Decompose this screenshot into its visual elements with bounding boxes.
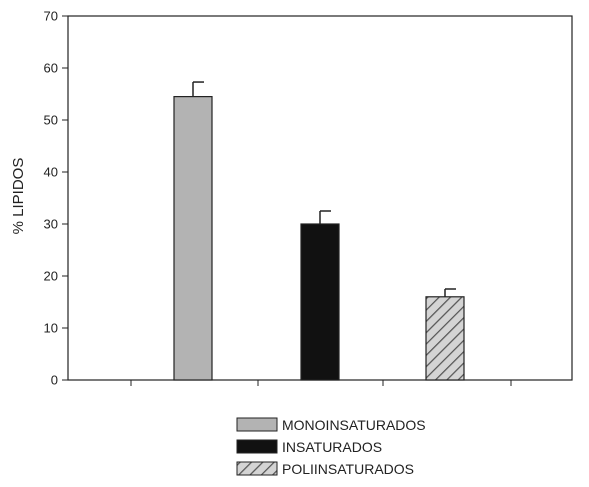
y-tick-label: 60 bbox=[44, 61, 58, 76]
y-tick-label: 0 bbox=[51, 373, 58, 388]
y-axis-title: % LIPIDOS bbox=[10, 158, 27, 235]
y-axis: 0 10 20 30 40 50 60 70 bbox=[44, 9, 68, 388]
legend-swatch bbox=[236, 417, 278, 432]
legend: MONOINSATURADOS INSATURADOS POLIINSATURADO… bbox=[236, 417, 426, 477]
bars-group bbox=[173, 95, 465, 381]
legend-swatch bbox=[236, 461, 278, 476]
y-tick-label: 50 bbox=[44, 113, 58, 128]
bar-insaturados bbox=[300, 223, 340, 381]
y-tick-label: 10 bbox=[44, 321, 58, 336]
legend-label: MONOINSATURADOS bbox=[282, 417, 426, 433]
y-tick-label: 70 bbox=[44, 9, 58, 24]
legend-swatch bbox=[236, 439, 278, 454]
y-tick-label: 20 bbox=[44, 269, 58, 284]
legend-label: INSATURADOS bbox=[282, 439, 382, 455]
y-tick-label: 40 bbox=[44, 165, 58, 180]
bar-monoinsaturados bbox=[173, 95, 213, 381]
error-bars-group bbox=[192, 81, 456, 297]
bar-poliinsaturados bbox=[425, 296, 465, 381]
y-tick-label: 30 bbox=[44, 217, 58, 232]
legend-label: POLIINSATURADOS bbox=[282, 461, 414, 477]
x-axis bbox=[130, 380, 512, 386]
